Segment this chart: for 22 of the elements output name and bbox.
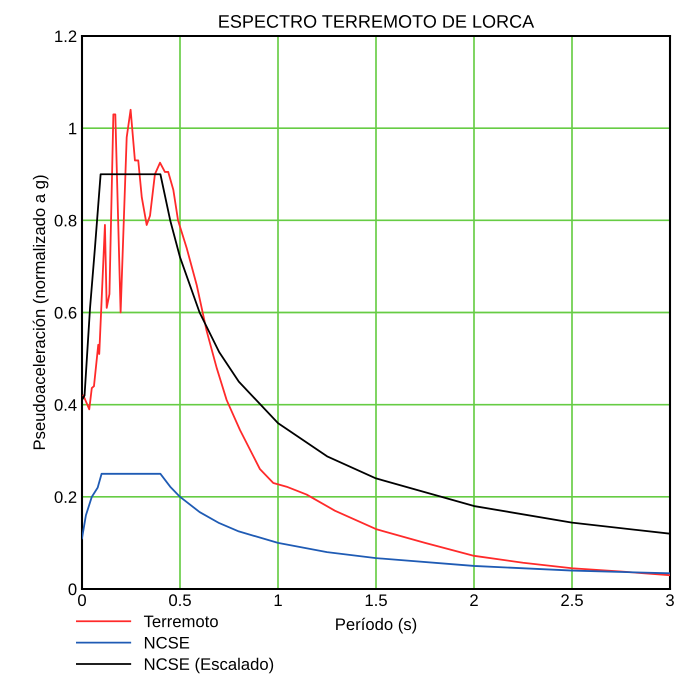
x-tick-label: 1.5 — [366, 594, 387, 606]
legend-label: Terremoto — [144, 616, 218, 628]
chart-title: ESPECTRO TERREMOTO DE LORCA — [219, 15, 534, 28]
y-tick-label: 0 — [68, 583, 76, 596]
x-tick-label: 0.5 — [169, 594, 191, 606]
y-tick-label: 0.4 — [54, 399, 77, 411]
y-tick-label: 0.2 — [54, 491, 76, 504]
line-series — [82, 472, 670, 574]
y-tick-label: 1 — [69, 122, 76, 134]
y-tick-label: 1.2 — [55, 30, 76, 42]
legend-label: NCSE — [144, 636, 190, 649]
y-axis-title: Pseudoaceleración (normalizado a g) — [32, 175, 48, 450]
x-tick-label: 3 — [666, 594, 674, 606]
line-series — [82, 108, 670, 576]
legend-label: NCSE (Escalado) — [144, 658, 274, 674]
x-tick-label: 2 — [470, 594, 478, 606]
x-axis-title: Período (s) — [336, 618, 416, 634]
x-tick-label: 1 — [274, 594, 282, 606]
y-tick-label: 0.8 — [54, 214, 76, 227]
x-tick-label: 0 — [78, 594, 86, 606]
x-tick-label: 2.5 — [561, 594, 583, 606]
y-tick-label: 0.6 — [54, 306, 76, 319]
